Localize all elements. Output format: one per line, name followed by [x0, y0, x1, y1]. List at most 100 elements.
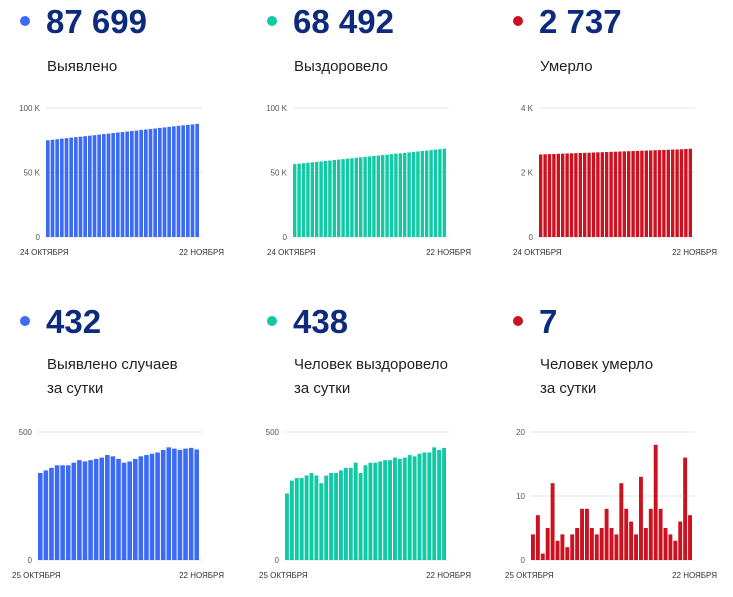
bar [556, 153, 560, 237]
bar [345, 158, 350, 237]
bar [111, 133, 115, 237]
bar [46, 140, 50, 237]
bar [403, 152, 407, 237]
x-date-start: 24 ОКТЯБРЯ [513, 248, 562, 257]
y-tick-label: 0 [521, 556, 526, 565]
x-date-start: 24 ОКТЯБРЯ [267, 248, 316, 257]
bar [49, 467, 54, 560]
bar [574, 153, 578, 237]
bar [684, 148, 688, 237]
bar [359, 157, 363, 237]
bar [678, 521, 683, 560]
bar [640, 150, 644, 237]
bar [155, 452, 160, 560]
bar [315, 161, 319, 237]
bar [188, 447, 194, 560]
y-tick-label: 100 K [266, 104, 288, 113]
bar [585, 508, 589, 560]
y-tick-label: 500 [266, 428, 280, 437]
bar [329, 472, 334, 560]
bar [183, 448, 188, 560]
bar [378, 461, 383, 560]
y-tick-label: 10 [516, 492, 525, 501]
bar [609, 528, 614, 560]
bar [99, 457, 105, 560]
bar [337, 159, 341, 237]
bar [64, 138, 69, 237]
bar [688, 515, 692, 560]
bar [531, 534, 535, 560]
bar [93, 458, 99, 560]
bar [394, 153, 398, 237]
bar [388, 460, 392, 560]
bar [132, 458, 138, 560]
bar [397, 458, 402, 560]
bar [167, 126, 171, 237]
deaths-total-chart: 4 K 2 K 0 24 ОКТЯБРЯ 22 НОЯБРЯ [513, 104, 717, 257]
bar [294, 478, 299, 560]
bar [438, 149, 442, 237]
bar [134, 130, 139, 237]
bar [158, 127, 162, 237]
bar [358, 472, 363, 560]
bar [127, 461, 132, 560]
bar [177, 449, 183, 560]
bar [613, 151, 618, 237]
bar [422, 452, 427, 560]
x-date-end: 22 НОЯБРЯ [426, 248, 471, 257]
bar [605, 152, 609, 237]
bar [539, 154, 543, 237]
bar [432, 447, 437, 560]
detected-total-label: Выявлено [47, 58, 118, 75]
bar [583, 152, 587, 237]
recovered-daily-label-line2: за сутки [294, 380, 351, 397]
bar [78, 136, 83, 237]
bar [139, 129, 143, 237]
bar [334, 472, 338, 560]
bar [385, 154, 389, 237]
bar [416, 151, 420, 237]
deaths-total-value: 2 737 [539, 3, 622, 40]
detected-total-chart: 100 K 50 K 0 24 ОКТЯБРЯ 22 НОЯБРЯ [19, 104, 224, 257]
panel-recovered-total: 68 492 Выздоровело 100 K 50 K 0 24 ОКТЯБРЯ 2… [247, 0, 477, 290]
bar [619, 483, 624, 560]
bar [195, 123, 199, 237]
bar [138, 456, 144, 560]
bar [412, 456, 417, 560]
y-tick-label: 0 [283, 233, 288, 242]
bar [411, 151, 416, 237]
bar [649, 150, 653, 237]
bar [368, 462, 373, 560]
bar [657, 150, 662, 237]
bar [545, 528, 550, 560]
bar [310, 162, 314, 237]
bar [587, 152, 591, 237]
bar [363, 156, 367, 237]
deaths-total-label: Умерло [540, 58, 593, 75]
bar [314, 475, 319, 560]
bar [60, 138, 64, 237]
bar [105, 455, 110, 560]
bar [77, 460, 82, 560]
bar [442, 447, 446, 560]
bar [363, 465, 368, 560]
detected-daily-chart: 500 0 25 ОКТЯБРЯ 22 НОЯБРЯ [12, 428, 224, 580]
bar [627, 151, 631, 237]
recovered-total-chart: 100 K 50 K 0 24 ОКТЯБРЯ 22 НОЯБРЯ [266, 104, 471, 257]
bar [429, 150, 433, 237]
bar [402, 457, 407, 560]
bar [348, 467, 353, 560]
bar [653, 150, 657, 237]
detected-daily-label-line2: за сутки [47, 380, 104, 397]
y-tick-label: 500 [19, 428, 33, 437]
detected-daily-value: 432 [46, 303, 102, 340]
x-date-end: 22 НОЯБРЯ [672, 248, 717, 257]
bar [407, 152, 411, 237]
bar [69, 137, 73, 237]
bar [162, 127, 167, 237]
bar [160, 449, 166, 560]
bar [289, 480, 294, 560]
bar [55, 139, 59, 237]
bar [383, 460, 388, 560]
bar [92, 135, 97, 237]
